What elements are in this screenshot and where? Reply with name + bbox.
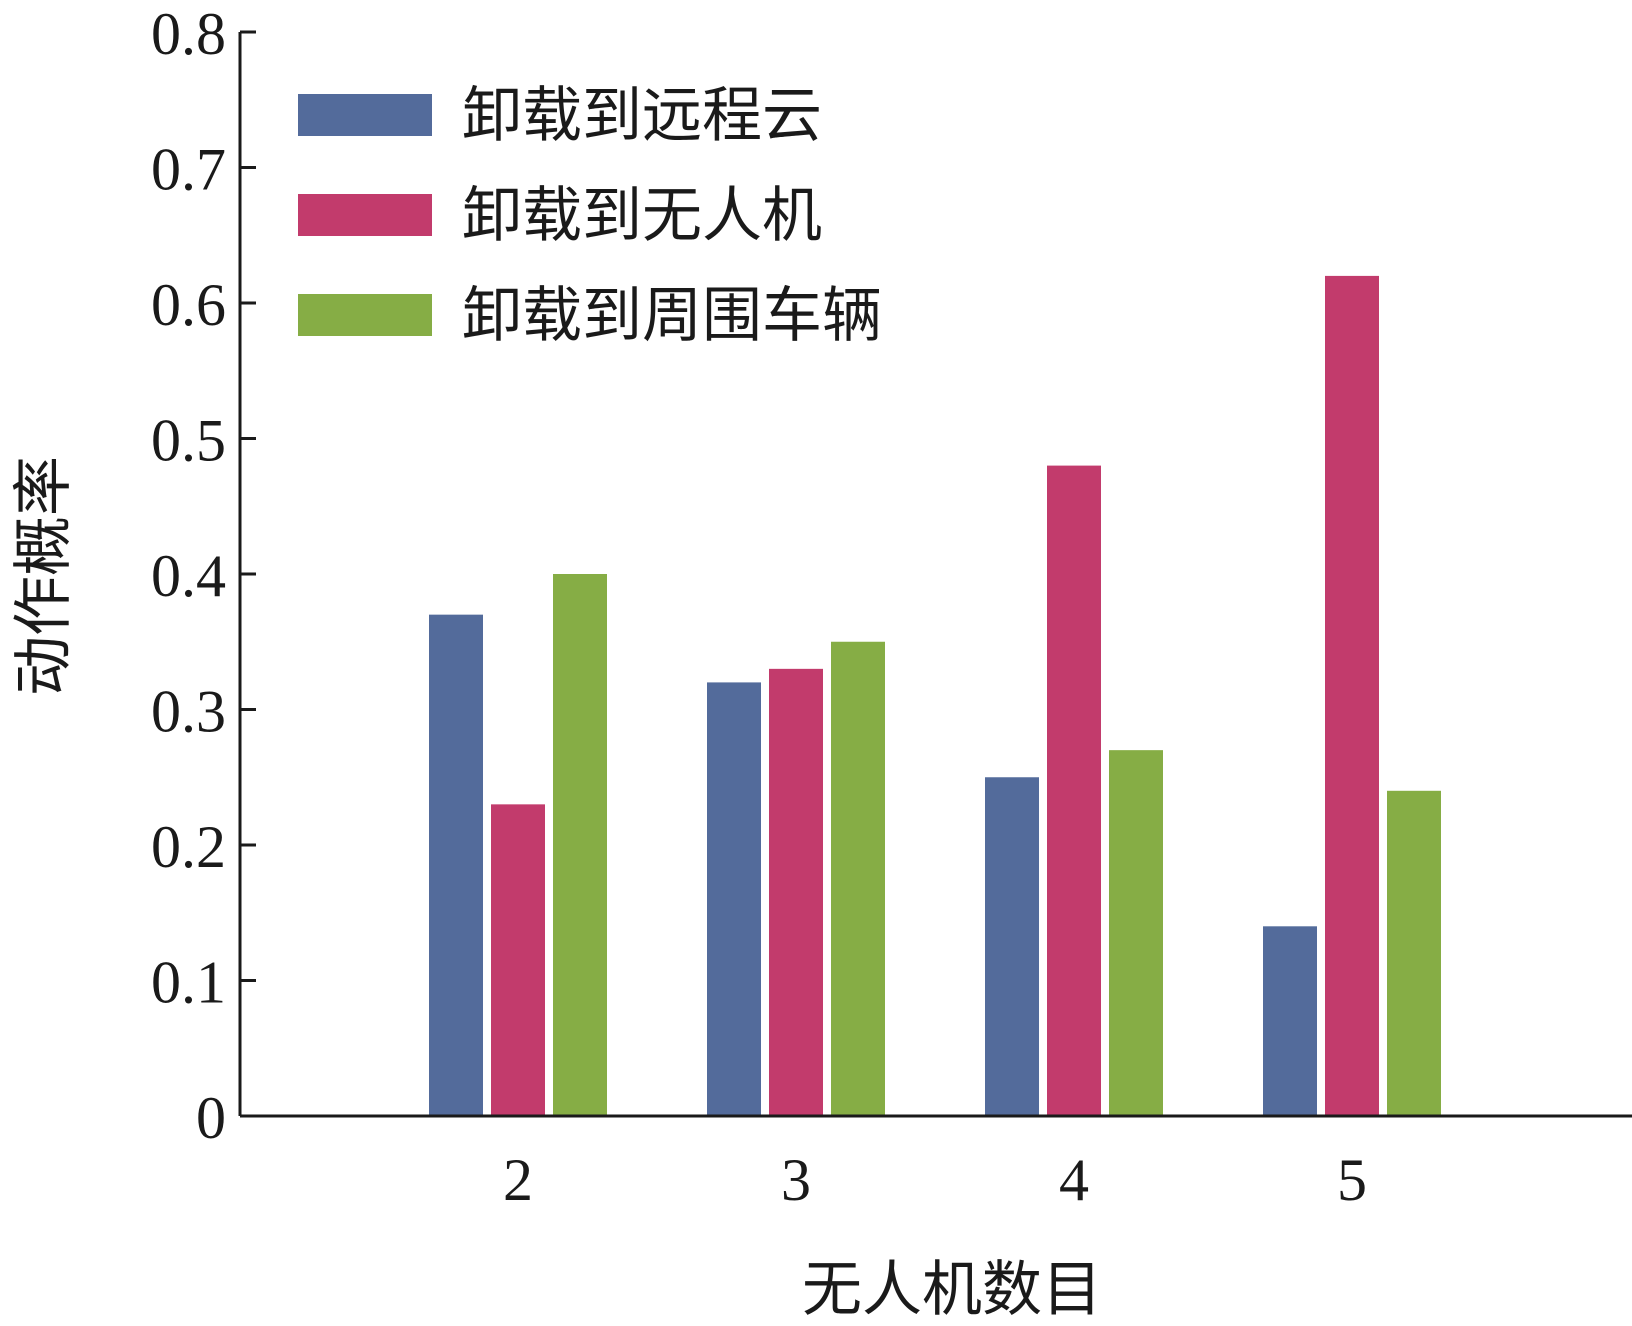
x-axis-ticks: 2 3 4 5 <box>503 1147 1367 1213</box>
legend-swatch-1 <box>298 94 432 136</box>
legend-label-1: 卸载到远程云 <box>462 81 822 151</box>
bar-4-series-3 <box>1109 750 1163 1116</box>
y-tick-label: 0.4 <box>151 543 226 609</box>
y-tick-label: 0.8 <box>151 1 226 67</box>
legend-swatch-2 <box>298 194 432 236</box>
legend-label-3: 卸载到周围车辆 <box>462 281 882 351</box>
x-tick-label: 5 <box>1337 1147 1367 1213</box>
y-tick-label: 0.1 <box>151 950 226 1016</box>
bar-3-series-1 <box>707 682 761 1116</box>
bar-2-series-3 <box>553 574 607 1116</box>
x-tick-label: 3 <box>781 1147 811 1213</box>
y-axis-label: 动作概率 <box>9 456 79 696</box>
y-tick-label: 0.2 <box>151 814 226 880</box>
bar-3-series-2 <box>769 668 823 1116</box>
bar-3-series-3 <box>831 641 885 1116</box>
legend-swatch-3 <box>298 294 432 336</box>
legend-label-2: 卸载到无人机 <box>462 181 822 251</box>
y-tick-label: 0.3 <box>151 679 226 745</box>
bar-2-series-1 <box>429 614 483 1116</box>
y-axis-ticks: 0 0.1 0.2 0.3 0.4 0.5 0.6 0.7 0.8 <box>151 1 256 1151</box>
bar-4-series-2 <box>1047 465 1101 1117</box>
bars-layer <box>429 275 1441 1117</box>
bar-2-series-2 <box>491 804 545 1116</box>
bar-4-series-1 <box>985 777 1039 1116</box>
x-tick-label: 2 <box>503 1147 533 1213</box>
bar-5-series-1 <box>1263 926 1317 1116</box>
bar-5-series-3 <box>1387 790 1441 1116</box>
x-axis-label: 无人机数目 <box>802 1255 1102 1325</box>
y-tick-label: 0.5 <box>151 408 226 474</box>
y-tick-label: 0.7 <box>151 137 226 203</box>
bar-5-series-2 <box>1325 275 1379 1116</box>
y-tick-label: 0.6 <box>151 272 226 338</box>
x-tick-label: 4 <box>1059 1147 1089 1213</box>
y-tick-label: 0 <box>196 1085 226 1151</box>
